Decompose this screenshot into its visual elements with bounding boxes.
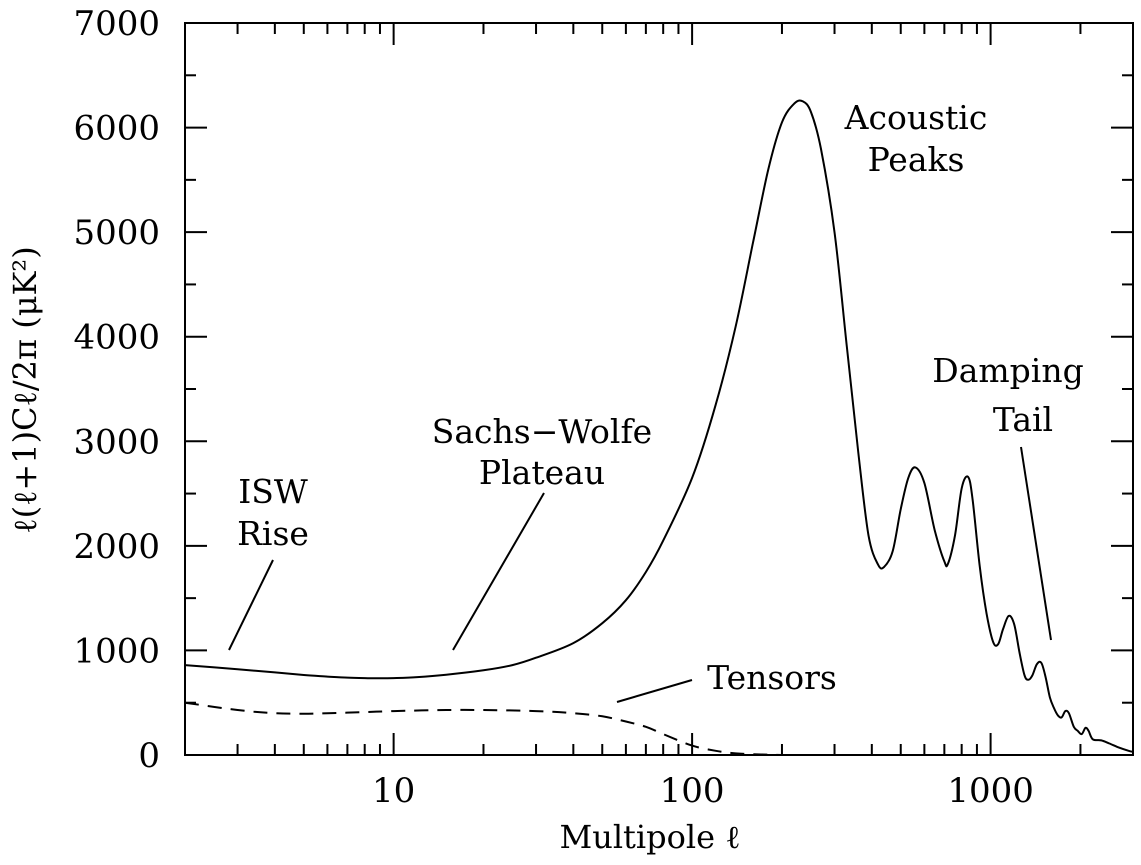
isw-rise-label: ISW — [238, 472, 308, 511]
isw-rise-label: Rise — [237, 514, 309, 553]
x-axis-title: Multipole ℓ — [559, 818, 740, 856]
tick-labels: 10 100 1000 0 1000 2000 3000 4000 5000 6000 7000 — [73, 4, 1033, 811]
y-tick-label: 4000 — [73, 318, 160, 358]
y-tick-label: 0 — [138, 736, 160, 776]
y-axis-title: ℓ(ℓ+1)Cℓ/2π (μK²) — [6, 246, 44, 533]
tensor-spectrum-line — [184, 701, 826, 757]
x-tick-label: 1000 — [947, 771, 1034, 811]
tensors-pointer-line — [616, 679, 693, 703]
damping-tail-pointer-line — [1020, 446, 1052, 641]
data-series — [184, 99, 1134, 757]
y-tick-label: 6000 — [73, 109, 160, 149]
sachs-wolfe-plateau-label: Sachs−Wolfe — [432, 412, 652, 451]
sachs-wolfe-plateau-pointer-line — [452, 492, 545, 651]
tensors-label: Tensors — [707, 658, 837, 697]
scalar-spectrum-line — [184, 99, 1134, 753]
acoustic-peaks-label: Acoustic — [844, 98, 988, 137]
sachs-wolfe-plateau-label: Plateau — [479, 453, 605, 492]
y-tick-label: 3000 — [73, 422, 160, 462]
y-tick-label: 5000 — [73, 213, 160, 253]
damping-tail-label: Damping — [932, 351, 1083, 390]
acoustic-peaks-label: Peaks — [868, 140, 965, 179]
y-tick-label: 1000 — [73, 631, 160, 671]
damping-tail-label: Tail — [993, 400, 1053, 439]
isw-rise-pointer-line — [228, 559, 274, 651]
y-tick-label: 7000 — [73, 4, 160, 44]
y-tick-label: 2000 — [73, 527, 160, 567]
axis-ticks — [184, 22, 1134, 756]
x-tick-label: 10 — [372, 771, 415, 811]
x-tick-label: 100 — [660, 771, 725, 811]
